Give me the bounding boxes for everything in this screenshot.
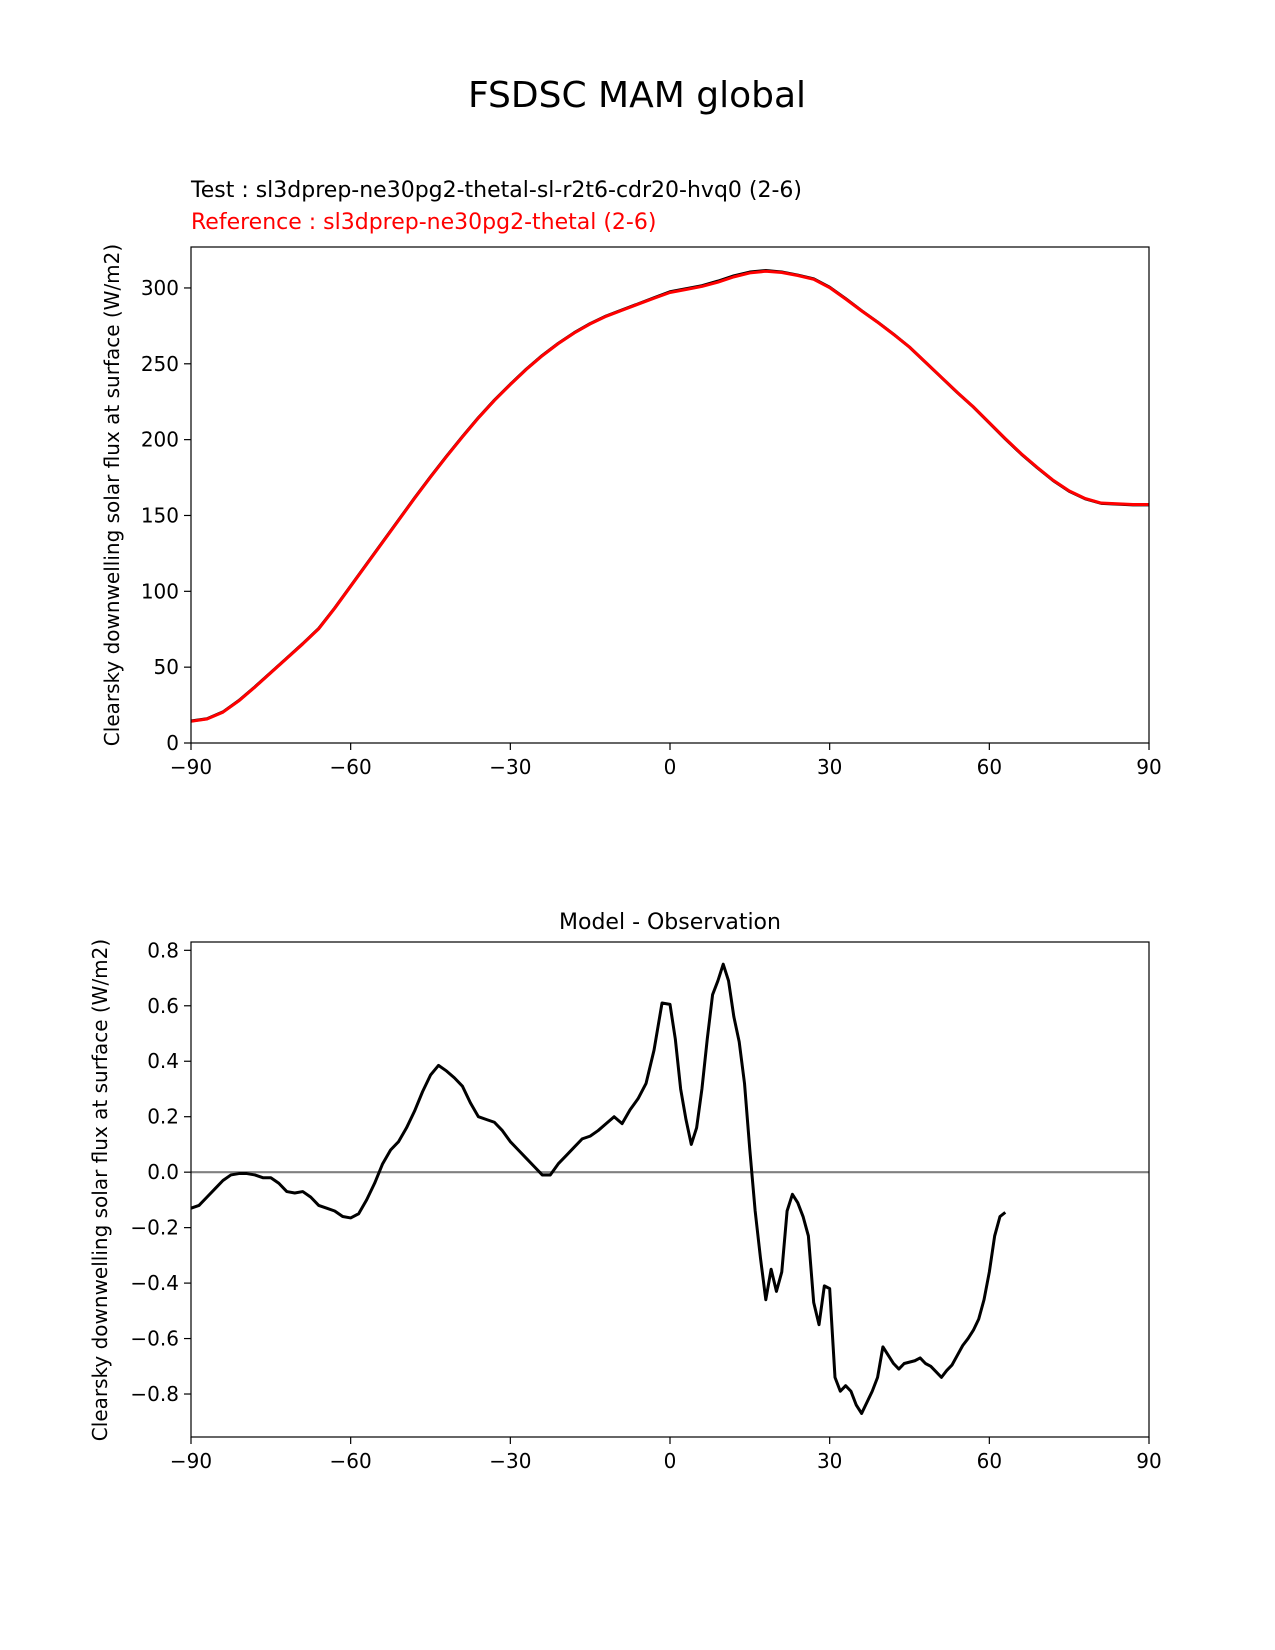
bottom-y-tick-label: 0.6 [147,994,179,1018]
bottom-ticks: −90 −60 −30 0 30 60 90 −0.8 −0.6 −0.4 −0.2 0.0 0.2 0.… [130,938,1161,1473]
top-x-tick-label: 90 [1136,755,1161,779]
bottom-y-tick-label: −0.6 [130,1327,179,1351]
top-x-tick-label: 30 [817,755,842,779]
bottom-x-tick-label: 60 [977,1449,1002,1473]
top-x-tick-label: −90 [170,755,212,779]
bottom-y-tick-label: −0.8 [130,1382,179,1406]
top-y-tick-label: 300 [141,276,179,300]
figure-title: FSDSC MAM global [468,75,806,116]
top-series-lines [190,269,1149,723]
bottom-y-tick-label: 0.0 [147,1160,179,1184]
bottom-chart: Model - Observation −90 −60 −30 0 30 60 90 −0.8… [88,910,1162,1473]
bottom-y-tick-label: −0.2 [130,1216,179,1240]
top-chart: Test : sl3dprep-ne30pg2-thetal-sl-r2t6-c… [100,178,1162,779]
bottom-x-tick-label: −90 [170,1449,212,1473]
test-title: Test : sl3dprep-ne30pg2-thetal-sl-r2t6-c… [190,178,802,203]
top-x-tick-label: 0 [664,755,677,779]
bottom-x-tick-label: −30 [489,1449,531,1473]
bottom-y-tick-label: 0.4 [147,1049,179,1073]
top-axes-frame [190,246,1150,744]
top-x-tick-label: −60 [330,755,372,779]
bottom-y-tick-label: −0.4 [130,1271,179,1295]
bottom-x-tick-label: 30 [817,1449,842,1473]
top-y-axis-label: Clearsky downwelling solar flux at surfa… [100,244,124,746]
top-ticks: −90 −60 −30 0 30 60 90 0 50 100 150 200 250 300 [141,276,1162,779]
bottom-y-tick-label: 0.8 [147,938,179,962]
bottom-y-tick-label: 0.2 [147,1105,179,1129]
top-y-tick-label: 50 [154,655,179,679]
bottom-x-tick-label: 0 [664,1449,677,1473]
top-y-tick-label: 250 [141,352,179,376]
top-y-tick-label: 0 [166,731,179,755]
difference-series-line [190,962,1007,1415]
bottom-title: Model - Observation [559,910,781,935]
top-y-tick-label: 100 [141,579,179,603]
bottom-y-axis-label: Clearsky downwelling solar flux at surfa… [88,939,112,1441]
top-x-tick-label: −30 [489,755,531,779]
top-x-tick-label: 60 [977,755,1002,779]
top-y-tick-label: 200 [141,428,179,452]
bottom-x-tick-label: −60 [330,1449,372,1473]
reference-series-line [190,269,1149,723]
top-y-tick-label: 150 [141,503,179,527]
bottom-series-lines [190,962,1149,1415]
reference-title: Reference : sl3dprep-ne30pg2-thetal (2-6… [191,210,656,235]
bottom-x-tick-label: 90 [1136,1449,1161,1473]
bottom-axes-frame [190,941,1150,1438]
